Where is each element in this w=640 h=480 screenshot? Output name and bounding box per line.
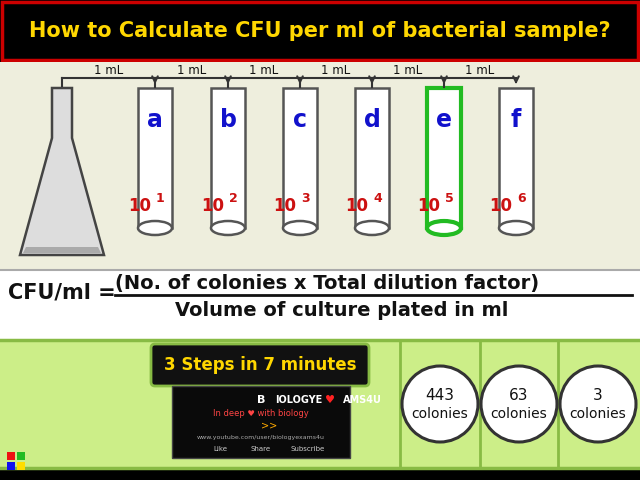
Text: IOLOGYE: IOLOGYE (275, 395, 323, 405)
Text: e: e (436, 108, 452, 132)
Text: colonies: colonies (491, 407, 547, 421)
Bar (427, 88, 461, 228)
Text: AMS4U: AMS4U (343, 395, 382, 405)
Bar (0, 62, 640, 270)
Bar (138, 88, 172, 228)
Polygon shape (23, 247, 101, 253)
Text: 1: 1 (156, 192, 164, 204)
Text: 10: 10 (345, 197, 368, 215)
Text: 10: 10 (489, 197, 512, 215)
Text: 1 mL: 1 mL (250, 63, 278, 76)
Text: 10: 10 (201, 197, 224, 215)
Bar (17, 452, 25, 460)
Text: colonies: colonies (412, 407, 468, 421)
Text: 2: 2 (229, 192, 237, 204)
Bar (283, 88, 317, 228)
Text: >>: >> (261, 420, 277, 430)
Text: a: a (147, 108, 163, 132)
Bar (17, 462, 25, 470)
Text: 10: 10 (273, 197, 296, 215)
Text: f: f (511, 108, 521, 132)
Text: (No. of colonies x Total dilution factor): (No. of colonies x Total dilution factor… (115, 275, 539, 293)
Text: 3 Steps in 7 minutes: 3 Steps in 7 minutes (164, 356, 356, 374)
Text: In deep ♥ with biology: In deep ♥ with biology (213, 408, 309, 418)
Text: CFU/ml =: CFU/ml = (8, 283, 131, 303)
Text: 3: 3 (301, 192, 310, 204)
FancyBboxPatch shape (151, 344, 369, 386)
Text: 1 mL: 1 mL (321, 63, 351, 76)
Text: 6: 6 (517, 192, 525, 204)
Bar (0, 270, 640, 340)
Text: Share: Share (251, 446, 271, 452)
Text: 3: 3 (593, 388, 603, 404)
Ellipse shape (138, 221, 172, 235)
Circle shape (560, 366, 636, 442)
Text: colonies: colonies (570, 407, 627, 421)
Text: 1 mL: 1 mL (394, 63, 422, 76)
Text: ♥: ♥ (325, 395, 335, 405)
Text: 443: 443 (426, 388, 454, 404)
Text: 1 mL: 1 mL (94, 63, 123, 76)
Bar (7, 452, 15, 460)
Bar (355, 88, 389, 228)
Text: 4: 4 (373, 192, 381, 204)
Ellipse shape (499, 221, 533, 235)
Circle shape (402, 366, 478, 442)
Bar (211, 88, 245, 228)
Text: 10: 10 (128, 197, 151, 215)
Ellipse shape (211, 221, 245, 235)
Bar (0, 468, 640, 480)
Bar (0, 0, 640, 62)
Bar (172, 386, 350, 458)
Text: B: B (257, 395, 265, 405)
Bar (499, 88, 533, 228)
Ellipse shape (355, 221, 389, 235)
Ellipse shape (427, 221, 461, 235)
Text: d: d (364, 108, 380, 132)
Text: b: b (220, 108, 237, 132)
Bar (2, 2, 638, 60)
Text: Subscribe: Subscribe (291, 446, 325, 452)
Text: How to Calculate CFU per ml of bacterial sample?: How to Calculate CFU per ml of bacterial… (29, 21, 611, 41)
Text: 1 mL: 1 mL (177, 63, 206, 76)
Text: Volume of culture plated in ml: Volume of culture plated in ml (175, 301, 508, 321)
Bar (7, 462, 15, 470)
Text: 5: 5 (445, 192, 454, 204)
Text: www.youtube.com/user/biologyexams4u: www.youtube.com/user/biologyexams4u (197, 434, 325, 440)
Polygon shape (20, 88, 104, 255)
Text: Like: Like (213, 446, 227, 452)
Circle shape (481, 366, 557, 442)
Bar (0, 340, 640, 468)
Text: c: c (293, 108, 307, 132)
Text: 10: 10 (417, 197, 440, 215)
Text: 63: 63 (509, 388, 529, 404)
Ellipse shape (283, 221, 317, 235)
Text: 1 mL: 1 mL (465, 63, 495, 76)
